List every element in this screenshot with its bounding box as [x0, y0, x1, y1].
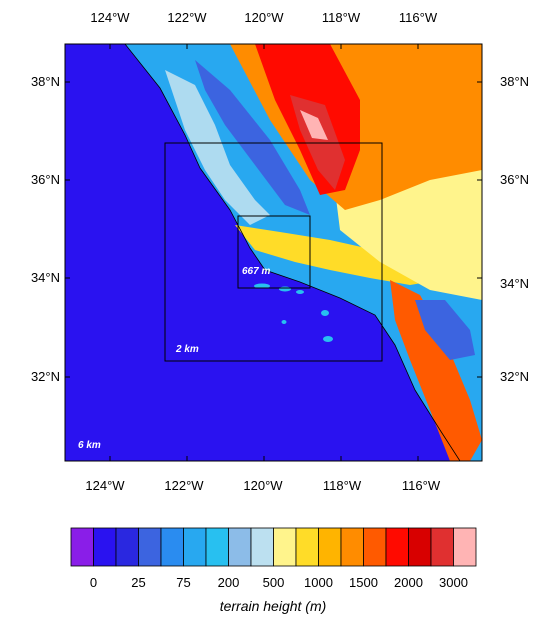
colorbar-swatch — [250, 527, 274, 567]
colorbar-swatch — [138, 527, 162, 567]
colorbar-tick-label: 500 — [263, 575, 285, 590]
top-lon-label: 120°W — [244, 10, 284, 25]
colorbar-tick-label: 1500 — [349, 575, 378, 590]
colorbar-swatch — [430, 527, 454, 567]
island — [321, 310, 329, 316]
domain-label-667m: 667 m — [242, 266, 270, 277]
top-lon-label: 124°W — [90, 10, 130, 25]
colorbar-swatch — [160, 527, 184, 567]
coast-range — [165, 70, 270, 225]
colorbar-tick-label: 75 — [176, 575, 190, 590]
island — [279, 286, 291, 292]
colorbar-swatch — [295, 527, 319, 567]
left-lat-label: 36°N — [31, 172, 60, 187]
colorbar-swatch — [228, 527, 252, 567]
right-lat-label: 34°N — [500, 276, 529, 291]
salton-trough — [415, 300, 475, 360]
colorbar-swatch — [115, 527, 139, 567]
bottom-lon-label: 116°W — [402, 478, 441, 493]
domain-label-6km: 6 km — [78, 440, 101, 451]
high-peaks — [300, 110, 328, 140]
coastline — [124, 44, 461, 461]
colorbar-swatch — [453, 527, 477, 567]
colorbar-swatch — [385, 527, 409, 567]
left-lat-label: 38°N — [31, 74, 60, 89]
island — [323, 336, 333, 342]
left-lat-label: 32°N — [31, 369, 60, 384]
terrain-map — [65, 44, 482, 461]
colorbar-tick-label: 25 — [131, 575, 145, 590]
colorbar-tick-label: 0 — [90, 575, 97, 590]
bottom-lon-label: 118°W — [323, 478, 362, 493]
colorbar-tick-label: 200 — [218, 575, 240, 590]
colorbar-tick-label: 1000 — [304, 575, 333, 590]
colorbar-swatch — [70, 527, 94, 567]
legend-title: terrain height (m) — [220, 598, 327, 614]
right-lat-label: 36°N — [500, 172, 529, 187]
bottom-lon-label: 122°W — [164, 478, 204, 493]
colorbar — [70, 527, 477, 567]
right-lat-label: 38°N — [500, 74, 529, 89]
central-valley — [195, 60, 310, 215]
island — [296, 290, 304, 294]
colorbar-swatch — [318, 527, 342, 567]
colorbar-swatch — [205, 527, 229, 567]
colorbar-swatch — [363, 527, 387, 567]
axis-ticks — [65, 44, 482, 461]
colorbar-swatch — [408, 527, 432, 567]
island — [254, 283, 270, 289]
colorbar-tick-label: 2000 — [394, 575, 423, 590]
colorbar-swatch — [183, 527, 207, 567]
top-lon-label: 118°W — [322, 10, 361, 25]
colorbar-swatch — [93, 527, 117, 567]
domain-667m-box — [237, 215, 311, 289]
top-lon-label: 122°W — [167, 10, 207, 25]
map-frame — [64, 43, 483, 462]
bottom-lon-label: 124°W — [85, 478, 125, 493]
colorbar-swatch — [273, 527, 297, 567]
left-lat-label: 34°N — [31, 270, 60, 285]
domain-label-2km: 2 km — [175, 344, 199, 355]
island — [281, 320, 287, 324]
bottom-lon-label: 120°W — [243, 478, 283, 493]
colorbar-swatch — [340, 527, 364, 567]
domain-2km-box — [164, 142, 383, 362]
transverse-ranges — [235, 225, 440, 285]
colorbar-tick-label: 3000 — [439, 575, 468, 590]
colorbar-tick-labels: 0 25 75 200 500 1000 1500 2000 3000 — [90, 575, 468, 590]
peninsular-ranges — [390, 280, 482, 461]
top-lon-label: 116°W — [399, 10, 438, 25]
right-lat-label: 32°N — [500, 369, 529, 384]
